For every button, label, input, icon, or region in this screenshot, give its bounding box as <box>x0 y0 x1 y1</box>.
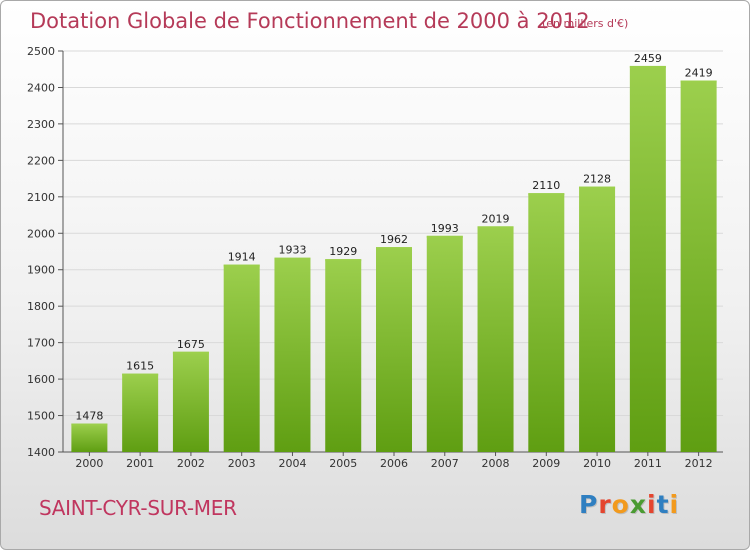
x-tick-label-2011: 2011 <box>634 457 662 470</box>
logo-letter: i <box>647 490 657 519</box>
value-label-2000: 1478 <box>75 410 103 423</box>
y-tick-label: 1500 <box>27 410 55 423</box>
x-tick-label-2006: 2006 <box>380 457 408 470</box>
bar-2010 <box>579 186 616 453</box>
bar-top-highlight <box>122 373 159 376</box>
logo-letter: P <box>579 490 599 519</box>
y-tick-label: 2300 <box>27 118 55 131</box>
bar-2006 <box>376 247 412 452</box>
bar-2002 <box>172 351 209 452</box>
x-tick-label-2009: 2009 <box>532 457 560 470</box>
value-label-2012: 2419 <box>685 67 713 80</box>
bar-top-highlight <box>376 247 412 250</box>
y-tick-label: 2200 <box>27 154 55 167</box>
y-tick-label: 1700 <box>27 337 55 350</box>
bar-top-highlight <box>274 257 311 260</box>
x-tick-label-2010: 2010 <box>583 457 611 470</box>
bar-2011 <box>629 65 666 453</box>
bar-2000 <box>71 423 108 452</box>
bar-2001 <box>122 373 159 452</box>
place-name: SAINT-CYR-SUR-MER <box>39 496 237 520</box>
bar-top-highlight <box>477 226 514 229</box>
value-label-2001: 1615 <box>126 360 154 373</box>
bar-top-highlight <box>528 193 565 196</box>
bar-2003 <box>223 264 260 452</box>
y-tick-label: 1900 <box>27 264 55 277</box>
x-tick-label-2008: 2008 <box>482 457 510 470</box>
y-tick-label: 1600 <box>27 373 55 386</box>
value-label-2004: 1933 <box>278 244 306 257</box>
value-label-2011: 2459 <box>634 52 662 65</box>
logo-letter: r <box>598 490 612 519</box>
logo-letter: i <box>669 490 680 519</box>
y-tick-label: 1800 <box>27 300 55 313</box>
logo-letter: x <box>629 490 647 519</box>
bar-2009 <box>528 193 565 452</box>
y-tick-label: 2500 <box>27 45 55 58</box>
x-tick-label-2005: 2005 <box>329 457 357 470</box>
bar-top-highlight <box>223 264 260 267</box>
value-label-2005: 1929 <box>329 245 357 258</box>
x-tick-label-2012: 2012 <box>685 457 713 470</box>
bar-2005 <box>325 259 362 452</box>
bar-2012 <box>680 80 717 452</box>
chart-title: Dotation Globale de Fonctionnement de 20… <box>30 9 590 33</box>
bar-2008 <box>477 226 514 452</box>
bar-top-highlight <box>579 186 616 189</box>
x-tick-label-2000: 2000 <box>75 457 103 470</box>
x-tick-label-2007: 2007 <box>431 457 459 470</box>
value-label-2006: 1962 <box>380 233 408 246</box>
logo-letter: o <box>611 490 630 519</box>
x-tick-label-2002: 2002 <box>177 457 205 470</box>
value-label-2009: 2110 <box>532 179 560 192</box>
y-tick-label: 2000 <box>27 227 55 240</box>
y-tick-label: 2400 <box>27 81 55 94</box>
value-label-2008: 2019 <box>482 212 510 225</box>
bar-top-highlight <box>680 80 717 83</box>
x-tick-label-2001: 2001 <box>126 457 154 470</box>
bar-top-highlight <box>629 65 666 68</box>
bar-top-highlight <box>172 351 209 354</box>
y-tick-label: 2100 <box>27 191 55 204</box>
x-axis: 2000 2001 2002 2003 2004 2005 2006 2007 2008 2009… <box>75 452 713 470</box>
value-label-2010: 2128 <box>583 173 611 186</box>
x-tick-label-2004: 2004 <box>278 457 306 470</box>
proxiti-logo: Proxiti <box>579 490 679 519</box>
bar-top-highlight <box>325 259 362 262</box>
bar-2007 <box>426 235 463 452</box>
value-label-2003: 1914 <box>228 251 256 264</box>
bar-top-highlight <box>426 235 463 238</box>
value-label-2007: 1993 <box>431 222 459 235</box>
chart-unit: (en milliers d'€) <box>542 17 629 30</box>
bar-2004 <box>274 257 311 452</box>
bar-top-highlight <box>71 423 108 426</box>
value-label-2002: 1675 <box>177 338 205 351</box>
x-tick-label-2003: 2003 <box>228 457 256 470</box>
y-tick-label: 1400 <box>27 446 55 459</box>
logo-letter: t <box>656 490 670 519</box>
bars: 1478 1615 1675 1914 1933 1929 1962 1993 2019 2110… <box>71 52 717 453</box>
